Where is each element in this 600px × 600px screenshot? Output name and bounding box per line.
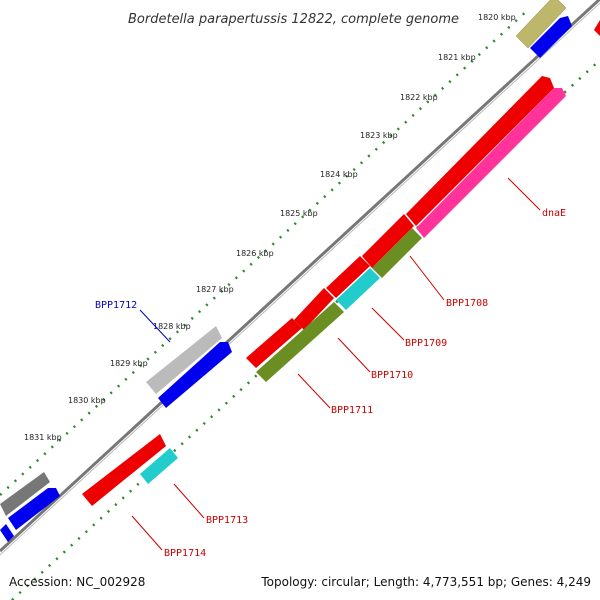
kbp-label: 1828 kbp [153, 322, 191, 331]
kbp-label: 1824 kbp [320, 170, 358, 179]
gene-feature-blue-bottom[interactable] [0, 488, 60, 542]
kbp-label: 1822 kbp [400, 93, 438, 102]
genome-title: Bordetella parapertussis 12822, complete… [128, 12, 459, 27]
gene-label-BPP1710[interactable]: BPP1710 [371, 370, 413, 381]
gene-feature-BPP1710[interactable] [256, 302, 344, 382]
gene-label-BPP1711[interactable]: BPP1711 [331, 405, 373, 416]
kbp-label: 1827 kbp [196, 285, 234, 294]
gene-feature-blue-top[interactable] [530, 16, 572, 58]
gene-feature-BPP1714[interactable] [82, 434, 166, 506]
gene-feature-BPP1712-gray[interactable] [146, 326, 222, 394]
genome-backbone [0, 0, 600, 556]
gene-feature-BPP1712[interactable] [158, 342, 232, 408]
kbp-label: 1830 kbp [68, 396, 106, 405]
gene-feature-red-long[interactable] [246, 76, 554, 368]
gene-label-BPP1712[interactable]: BPP1712 [95, 300, 137, 311]
gene-label-BPP1714[interactable]: BPP1714 [164, 548, 206, 559]
gene-feature-BPP1713[interactable] [140, 448, 178, 484]
gene-feature-red-edge[interactable] [594, 20, 600, 36]
gene-feature-dnaE[interactable] [416, 88, 566, 238]
gene-label-dnaE[interactable]: dnaE [542, 208, 566, 219]
gene-feature-khaki[interactable] [515, 0, 567, 49]
kbp-label: 1831 kbp [24, 433, 62, 442]
kbp-label: 1820 kbp [478, 13, 516, 22]
gene-feature-gray-bottom[interactable] [0, 472, 50, 516]
kbp-label: 1823 kbp [360, 131, 398, 140]
gene-label-BPP1709[interactable]: BPP1709 [405, 338, 447, 349]
accession-text: Accession: NC_002928 [9, 575, 145, 589]
gene-labels: dnaE BPP1708 BPP1709 BPP1710 BPP1711 BPP… [95, 208, 566, 559]
gene-label-BPP1708[interactable]: BPP1708 [446, 298, 488, 309]
kbp-label: 1829 kbp [110, 359, 148, 368]
kbp-label: 1825 kbp [280, 209, 318, 218]
gene-leader-lines [131, 177, 541, 551]
gene-feature-BPP1708[interactable] [372, 228, 422, 278]
topology-text: Topology: circular; Length: 4,773,551 bp… [260, 575, 591, 589]
kbp-label: 1826 kbp [236, 249, 274, 258]
gene-label-BPP1713[interactable]: BPP1713 [206, 515, 248, 526]
gene-feature-BPP1709[interactable] [336, 268, 380, 310]
kbp-label: 1821 kbp [438, 53, 476, 62]
kbp-labels: 1820 kbp 1821 kbp 1822 kbp 1823 kbp 1824… [24, 13, 516, 442]
